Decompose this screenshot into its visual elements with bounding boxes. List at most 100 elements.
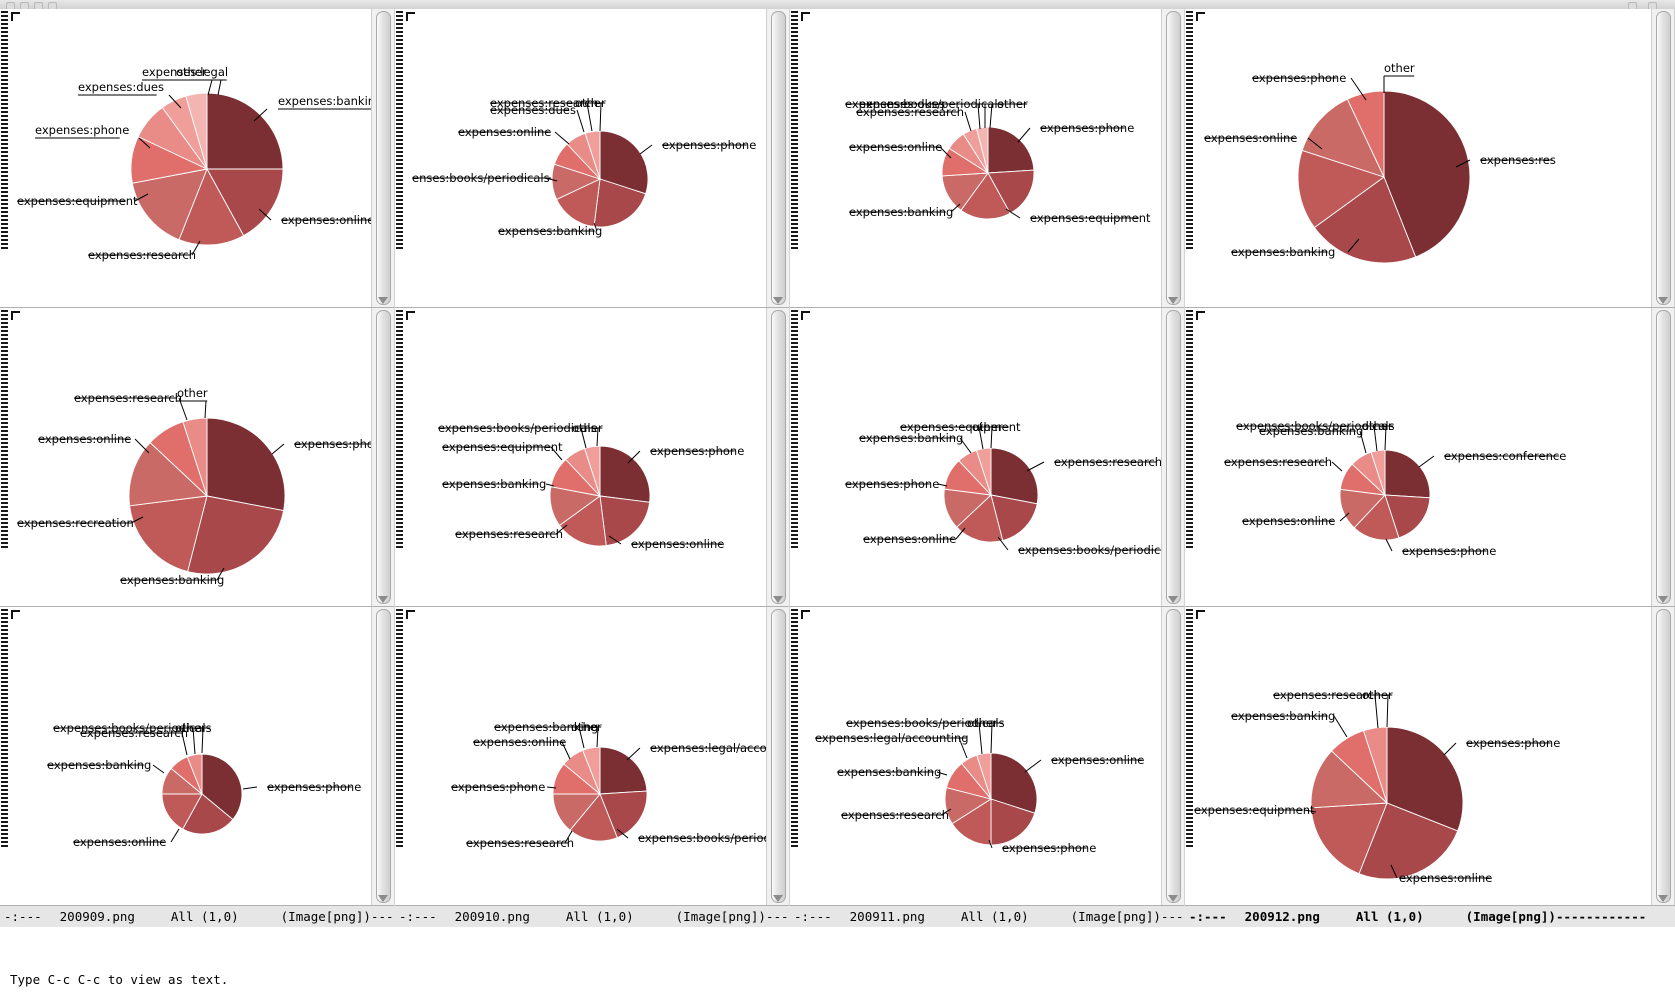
pie-label-leader (608, 535, 622, 545)
emacs-window-200910[interactable]: expenses:legal/accoun expenses:books/peri… (395, 607, 790, 927)
scrollbar-thumb[interactable] (1656, 609, 1671, 903)
scroll-down-arrow-icon[interactable] (378, 895, 388, 902)
emacs-window-200902[interactable]: expenses:phone expenses:banking enses:book… (395, 9, 790, 329)
pie-slice (186, 753, 203, 795)
pie-label-leader (1307, 137, 1323, 150)
mode-line[interactable]: -:--- 200911.png All (1,0) (Image[png])----… (790, 905, 1185, 927)
window-fringe (0, 607, 9, 906)
vertical-scrollbar[interactable] (766, 9, 790, 308)
window-divider (1184, 308, 1185, 607)
vertical-scrollbar[interactable] (371, 607, 395, 906)
pie-slice-label: expenses:banking (837, 765, 941, 779)
image-canvas[interactable]: expenses:res expenses:banking expenses:onl… (1194, 9, 1651, 308)
emacs-window-200905[interactable]: expenses:phone expenses:banking expenses:r… (0, 308, 395, 628)
scroll-down-arrow-icon[interactable] (1168, 297, 1178, 304)
image-canvas[interactable]: expenses:phone expenses:online expenses:re… (404, 308, 766, 607)
mode-line[interactable]: -:--- 200909.png All (1,0) (Image[png])----… (0, 905, 395, 927)
scrollbar-thumb[interactable] (376, 609, 391, 903)
pie-label-leader (576, 109, 585, 133)
scroll-down-arrow-icon[interactable] (378, 297, 388, 304)
scrollbar-thumb[interactable] (1166, 11, 1181, 305)
emacs-window-200903[interactable]: expenses:phone expenses:equipment expenses… (790, 9, 1185, 329)
pie-slice-label: expenses:phone (650, 444, 744, 458)
pie-slice (161, 793, 203, 830)
scrollbar-thumb[interactable] (1656, 310, 1671, 604)
scroll-down-arrow-icon[interactable] (773, 895, 783, 902)
pie-label-leader (959, 437, 972, 454)
scrollbar-thumb[interactable] (1166, 310, 1181, 604)
scroll-down-arrow-icon[interactable] (1168, 596, 1178, 603)
vertical-scrollbar[interactable] (371, 308, 395, 607)
vertical-scrollbar[interactable] (1161, 308, 1185, 607)
pie-slice-label: expenses:banking (1259, 424, 1363, 438)
pie-label-leader (550, 446, 563, 461)
image-canvas[interactable]: expenses:conference expenses:phone expense… (1194, 308, 1651, 607)
scroll-down-arrow-icon[interactable] (773, 297, 783, 304)
mode-line[interactable]: -:--- 200912.png All (1,0) (Image[png])----… (1185, 905, 1675, 927)
emacs-window-200908[interactable]: expenses:conference expenses:phone expense… (1185, 308, 1675, 628)
scroll-down-arrow-icon[interactable] (378, 596, 388, 603)
mode-line-buffer-name[interactable]: 200909.png (59, 909, 135, 924)
window-corner-mark (1196, 12, 1205, 21)
vertical-scrollbar[interactable] (1161, 607, 1185, 906)
image-canvas[interactable]: expenses:legal/accoun expenses:books/peri… (404, 607, 766, 906)
emacs-window-200904[interactable]: expenses:res expenses:banking expenses:onl… (1185, 9, 1675, 329)
vertical-scrollbar[interactable] (766, 308, 790, 607)
mode-line-buffer-name[interactable]: 200912.png (1244, 909, 1320, 924)
pie-label-leader (242, 786, 258, 790)
scroll-down-arrow-icon[interactable] (1658, 297, 1668, 304)
emacs-window-200906[interactable]: expenses:phone expenses:online expenses:re… (395, 308, 790, 628)
emacs-window-200901[interactable]: expenses:banking expenses:online expenses:… (0, 9, 395, 329)
pie-slice (599, 130, 649, 195)
mode-line[interactable]: -:--- 200910.png All (1,0) (Image[png])----… (395, 905, 790, 927)
vertical-scrollbar[interactable] (766, 607, 790, 906)
pie-slice-label: expenses:phone (451, 780, 545, 794)
window-corner-mark (1196, 610, 1205, 619)
minibuffer[interactable]: Type C-c C-c to view as text. (0, 969, 1675, 1004)
scrollbar-thumb[interactable] (771, 11, 786, 305)
image-canvas[interactable]: expenses:phone expenses:equipment expenses… (799, 9, 1161, 308)
scrollbar-thumb[interactable] (1166, 609, 1181, 903)
emacs-window-200912[interactable]: expenses:phone expenses:online expenses:eq… (1185, 607, 1675, 927)
scroll-down-arrow-icon[interactable] (1168, 895, 1178, 902)
image-canvas[interactable]: expenses:research expenses:books/periodic… (799, 308, 1161, 607)
scroll-down-arrow-icon[interactable] (1658, 596, 1668, 603)
image-canvas[interactable]: expenses:phone expenses:banking enses:book… (404, 9, 766, 308)
vertical-scrollbar[interactable] (1651, 9, 1675, 308)
image-canvas[interactable]: expenses:banking expenses:online expenses:… (9, 9, 371, 308)
image-canvas[interactable]: expenses:phone expenses:banking expenses:r… (9, 308, 371, 607)
pie-slice-label: expenses:books/periodicals (53, 721, 212, 735)
pie-slice (206, 168, 284, 237)
image-canvas[interactable]: expenses:phone expenses:online expenses:eq… (1194, 607, 1651, 906)
scrollbar-thumb[interactable] (376, 310, 391, 604)
pie-label-leader (1339, 512, 1350, 522)
scrollbar-thumb[interactable] (771, 609, 786, 903)
emacs-window-200907[interactable]: expenses:research expenses:books/periodic… (790, 308, 1185, 628)
pie-slice-label: expenses:books/periodi (638, 831, 766, 845)
vertical-scrollbar[interactable] (371, 9, 395, 308)
image-canvas[interactable]: expenses:phone expenses:online expenses:ba… (9, 607, 371, 906)
pie-slice-label: expenses:online (458, 125, 551, 139)
emacs-window-200909[interactable]: expenses:phone expenses:online expenses:ba… (0, 607, 395, 927)
window-fringe (395, 308, 404, 607)
pie-slice (1310, 802, 1388, 875)
pie-slice-label: expenses:research (1054, 455, 1161, 469)
scrollbar-thumb[interactable] (1656, 11, 1671, 305)
pie-slice-label: expenses:dues (78, 80, 164, 94)
pie-label-leader (593, 222, 598, 232)
mode-line-buffer-name[interactable]: 200910.png (454, 909, 530, 924)
vertical-scrollbar[interactable] (1651, 308, 1675, 607)
pie-slice-label: expenses:online (473, 735, 566, 749)
image-canvas[interactable]: expenses:online expenses:phone expenses:re… (799, 607, 1161, 906)
mode-line-buffer-name[interactable]: 200911.png (849, 909, 925, 924)
scroll-down-arrow-icon[interactable] (773, 596, 783, 603)
pie-slice-label: expenses:legal/accoun (650, 741, 766, 755)
vertical-scrollbar[interactable] (1161, 9, 1185, 308)
scrollbar-thumb[interactable] (376, 11, 391, 305)
scrollbar-thumb[interactable] (771, 310, 786, 604)
emacs-window-200911[interactable]: expenses:online expenses:phone expenses:re… (790, 607, 1185, 927)
scroll-down-arrow-icon[interactable] (1658, 895, 1668, 902)
window-fringe (0, 308, 9, 607)
mode-line-position: All (1,0) (960, 909, 1029, 924)
vertical-scrollbar[interactable] (1651, 607, 1675, 906)
